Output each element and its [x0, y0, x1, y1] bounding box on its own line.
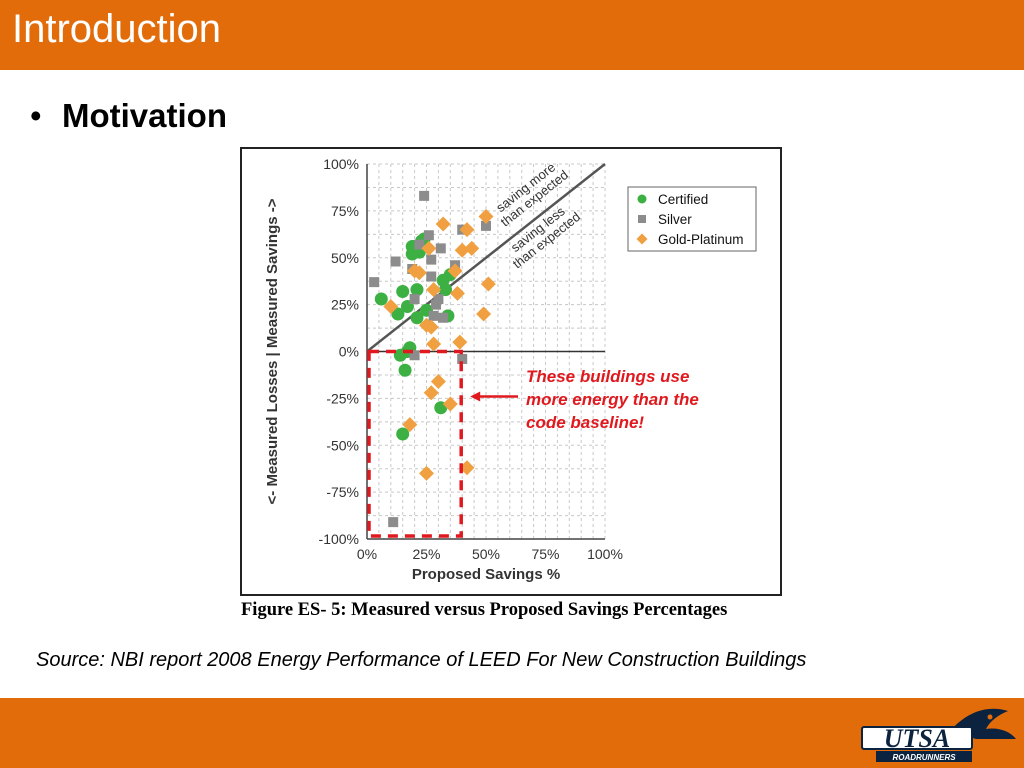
data-point — [410, 311, 424, 325]
data-point — [409, 350, 420, 361]
logo-subtext: ROADRUNNERS — [892, 753, 956, 762]
x-tick-label: 100% — [587, 546, 623, 562]
y-tick-label: -75% — [326, 484, 359, 500]
arrow-head-icon — [470, 391, 481, 402]
legend-label: Certified — [658, 192, 708, 207]
x-tick-label: 0% — [357, 546, 377, 562]
legend-marker-icon — [637, 194, 647, 204]
data-point — [476, 306, 492, 322]
y-tick-label: 100% — [323, 156, 359, 172]
data-point — [396, 427, 410, 441]
data-point — [398, 363, 412, 377]
data-point — [442, 396, 458, 412]
data-point — [423, 385, 439, 401]
data-point — [464, 240, 480, 256]
reference-line — [366, 163, 606, 353]
figure-caption: Figure ES- 5: Measured versus Proposed S… — [241, 600, 728, 620]
x-tick-label: 75% — [531, 546, 559, 562]
callout: These buildings use more energy than the c… — [470, 367, 699, 432]
data-point — [426, 282, 442, 298]
data-point — [431, 299, 442, 310]
data-point — [478, 209, 494, 224]
callout-text: These buildings use — [526, 367, 689, 386]
data-point — [411, 265, 427, 281]
data-point — [452, 334, 468, 350]
data-point — [459, 222, 475, 238]
data-point — [457, 354, 468, 364]
data-point — [481, 220, 491, 231]
data-point — [414, 239, 425, 250]
legend: Certified Silver Gold-Platinum — [627, 186, 757, 252]
data-point — [426, 271, 437, 282]
callout-text: more energy than the — [526, 390, 699, 409]
data-point — [435, 216, 451, 232]
data-point — [390, 256, 401, 267]
data-point — [459, 460, 475, 476]
data-point — [421, 240, 437, 256]
data-point — [439, 283, 453, 297]
bullet-dot-icon: • — [30, 97, 42, 134]
data-point — [396, 285, 410, 298]
data-point — [435, 243, 446, 254]
legend-marker-icon — [636, 233, 648, 245]
data-point — [419, 190, 430, 201]
data-point — [430, 374, 446, 389]
scatter-chart: 0% 25% 50% 75% 100% 100% 75% 50% 25% 0% -25% -50% -7… — [264, 156, 757, 583]
source-citation: Source: NBI report 2008 Energy Performan… — [36, 649, 807, 671]
y-tick-label: 25% — [331, 297, 359, 313]
data-point — [391, 307, 405, 321]
y-axis-label: <- Measured Losses | Measured Savings -> — [264, 198, 281, 504]
data-point — [426, 336, 442, 352]
data-point — [388, 517, 399, 528]
y-tick-label: -100% — [319, 531, 359, 547]
legend-box — [627, 186, 757, 252]
data-point — [428, 310, 439, 321]
data-point — [410, 283, 424, 297]
footer-bar — [0, 698, 1024, 768]
data-point — [454, 242, 470, 258]
data-point — [402, 417, 418, 433]
logo-text: UTSA — [884, 724, 950, 753]
data-point — [423, 319, 439, 335]
highlight-region — [367, 349, 463, 538]
bullet-text: Motivation — [62, 97, 227, 134]
legend-label: Silver — [658, 212, 692, 227]
data-point — [426, 254, 437, 265]
utsa-logo: UTSA ROADRUNNERS — [861, 708, 1016, 762]
y-tick-label: -25% — [326, 390, 359, 406]
title-bar: Introduction — [0, 0, 1024, 70]
x-tick-label: 50% — [472, 546, 500, 562]
data-point — [369, 277, 380, 288]
data-point — [438, 312, 449, 323]
x-axis-label: Proposed Savings % — [412, 566, 560, 583]
y-tick-label: 75% — [331, 203, 359, 219]
data-point — [423, 230, 434, 241]
data-point — [433, 294, 444, 304]
y-tick-label: -50% — [326, 437, 359, 453]
callout-text: code baseline! — [526, 413, 644, 432]
y-tick-label: 50% — [331, 250, 359, 266]
y-tick-label: 0% — [339, 344, 359, 360]
legend-label: Gold-Platinum — [658, 232, 744, 247]
data-point — [449, 285, 465, 301]
data-point — [409, 294, 420, 304]
data-point — [383, 299, 399, 314]
data-point — [374, 292, 388, 306]
x-tick-label: 25% — [412, 546, 440, 562]
data-point — [447, 263, 463, 279]
legend-marker-icon — [638, 215, 646, 223]
bullet-item: • Motivation — [30, 96, 227, 136]
slide-title: Introduction — [12, 7, 222, 51]
data-point — [419, 465, 434, 481]
data-point — [480, 276, 496, 292]
